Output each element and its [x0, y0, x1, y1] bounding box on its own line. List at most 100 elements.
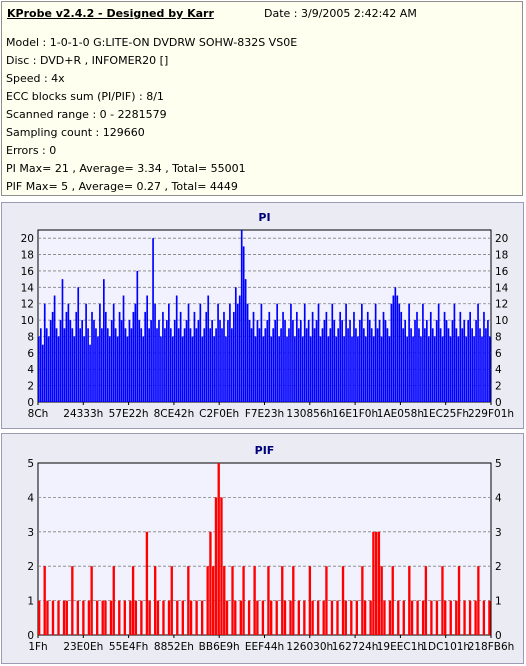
data-bar [130, 328, 133, 402]
data-bar [481, 336, 483, 402]
x-tick-label: 1EC25Fh [422, 408, 469, 420]
data-bar [195, 600, 198, 635]
x-tick-label: 130856h [286, 408, 333, 420]
data-bar [254, 336, 257, 402]
data-bar [256, 320, 259, 402]
data-bar [286, 336, 288, 402]
data-bar [455, 328, 458, 402]
data-bar [337, 328, 340, 402]
data-bar [221, 328, 223, 402]
data-bar [398, 303, 401, 402]
data-bar [87, 328, 89, 402]
data-bar [197, 320, 200, 402]
data-bar [112, 566, 115, 635]
data-bar [158, 320, 160, 402]
data-bar [384, 320, 387, 402]
y-tick-label-right: 18 [495, 250, 508, 262]
data-bar [435, 320, 438, 402]
data-bar [252, 311, 255, 402]
info-line-model: Model : 1-0-1-0 G:LITE-ON DVDRW SOHW-832… [6, 36, 298, 49]
data-bar [355, 600, 359, 635]
data-bar [307, 320, 310, 402]
data-bar [67, 303, 70, 402]
data-bar [91, 311, 93, 402]
data-bar [345, 303, 347, 402]
data-bar [347, 328, 349, 402]
info-line-sampling: Sampling count : 129660 [6, 126, 145, 139]
data-bar [488, 600, 491, 635]
data-bar [146, 295, 149, 402]
data-bar [378, 320, 381, 402]
data-bar [57, 600, 60, 635]
data-bar [89, 344, 91, 402]
data-bar [369, 600, 372, 635]
data-bar [317, 303, 320, 402]
x-tick-label: 19EEC1h [377, 641, 424, 653]
data-bar [220, 497, 223, 635]
data-bar [473, 336, 475, 402]
data-bar [392, 295, 395, 402]
data-bar [61, 279, 64, 402]
data-bar [357, 336, 359, 402]
y-tick-label-left: 3 [27, 527, 34, 539]
data-bar [457, 566, 461, 635]
data-bar [223, 311, 225, 402]
data-bar [51, 600, 55, 635]
data-bar [331, 303, 334, 402]
data-bar [232, 311, 235, 402]
data-bar [380, 566, 383, 635]
data-bar [297, 600, 300, 635]
data-bar [212, 566, 215, 635]
data-bar [53, 295, 56, 402]
data-bar [283, 600, 287, 635]
x-tick-label: 229F01h [468, 408, 514, 420]
data-bar [424, 566, 428, 635]
data-bar [51, 311, 54, 402]
data-bar [71, 328, 74, 402]
data-bar [350, 600, 353, 635]
data-bar [75, 311, 78, 402]
data-bar [396, 295, 399, 402]
data-bar [316, 600, 320, 635]
y-tick-label-left: 5 [27, 458, 34, 470]
data-bar [231, 566, 234, 635]
data-bar [343, 336, 345, 402]
data-bar [372, 531, 375, 635]
y-tick-label-left: 2 [27, 561, 34, 573]
data-bar [301, 336, 304, 402]
data-bar [183, 328, 186, 402]
data-bar [79, 328, 82, 402]
data-bar [311, 311, 314, 402]
data-bar [485, 328, 487, 402]
data-bar [179, 311, 182, 402]
data-bar [123, 600, 126, 635]
data-bar [339, 311, 342, 402]
data-bar [95, 328, 97, 402]
data-bar [140, 600, 143, 635]
data-bar [437, 303, 440, 402]
data-bar [468, 600, 472, 635]
data-bar [441, 566, 444, 635]
data-bar [274, 320, 277, 402]
data-bar [410, 600, 414, 635]
data-bar [376, 328, 379, 402]
scan-date: Date : 3/9/2005 2:42:42 AM [264, 7, 417, 20]
data-bar [280, 328, 282, 402]
data-bar [479, 328, 481, 402]
data-bar [171, 336, 174, 402]
data-bar [250, 328, 253, 402]
data-bar [62, 600, 66, 635]
y-tick-label-right: 10 [495, 315, 508, 327]
data-bar [49, 320, 52, 402]
data-bar [150, 320, 152, 402]
data-bar [225, 600, 229, 635]
data-bar [181, 336, 184, 402]
data-bar [234, 600, 237, 635]
data-bar [333, 320, 336, 402]
y-tick-label-right: 12 [495, 299, 508, 311]
data-bar [429, 311, 432, 402]
x-tick-label: 1Fh [28, 641, 47, 653]
data-bar [355, 328, 357, 402]
y-tick-label-right: 14 [495, 282, 509, 294]
data-bar [43, 303, 46, 402]
